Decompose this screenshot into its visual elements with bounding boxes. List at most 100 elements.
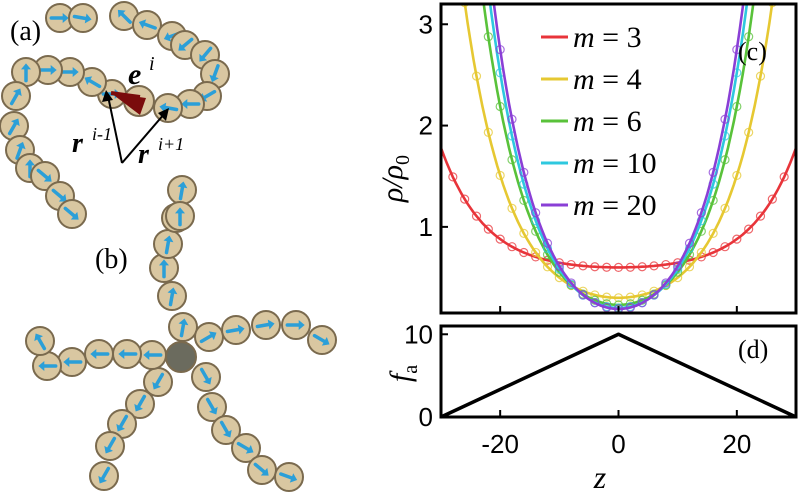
xtick-label: 20 (722, 429, 751, 459)
data-point (779, 172, 789, 182)
star-arm-bead (194, 322, 224, 352)
series-markers-m3 (448, 172, 789, 273)
data-point (720, 155, 730, 165)
data-point (767, 194, 777, 204)
data-point (684, 262, 695, 272)
legend-label-m10: m = 10 (573, 147, 657, 180)
arrow-head (116, 423, 125, 432)
legend-label-m20: m = 20 (573, 189, 657, 222)
arrow-shaft (9, 91, 20, 106)
panel-a-vectors: e i r i-1 r i+1 (72, 53, 184, 170)
data-point (613, 262, 624, 273)
star-arm-bead (143, 367, 173, 397)
arrow-shaft (154, 372, 165, 387)
data-point (507, 242, 517, 252)
arrow-head (223, 429, 232, 438)
arrow-head (118, 349, 125, 359)
data-point (578, 261, 588, 271)
arrow-shaft (168, 291, 175, 307)
arrow-shaft (120, 12, 132, 24)
xtick-label: -20 (481, 429, 519, 459)
chart-d-active-force: 0 10 -20 0 20 fa z (d) (384, 319, 798, 495)
star-arm-bead (247, 455, 277, 485)
e-vector-superscript: i (149, 53, 155, 75)
arrow-head (321, 337, 330, 346)
arrow-head (98, 475, 107, 484)
chart-c-label: (c) (738, 37, 767, 66)
arrow-head (167, 287, 178, 295)
r-next-vector (121, 112, 166, 164)
chain-a-bead (68, 3, 98, 33)
arrow-head (237, 324, 245, 335)
arrow-head (177, 181, 188, 189)
series-line-m4 (463, 4, 774, 300)
arrow-head (90, 349, 97, 359)
data-point (507, 114, 517, 124)
data-point (696, 247, 706, 258)
data-point (578, 290, 588, 300)
r-next-head (158, 108, 169, 121)
data-point (649, 261, 659, 271)
arrow-shaft (225, 327, 241, 334)
arrow-head (203, 376, 212, 385)
data-point (531, 208, 541, 218)
arrow-shaft (181, 37, 194, 49)
ytick-label: 2 (419, 111, 433, 141)
chain-a-bead (190, 40, 220, 70)
data-point (519, 167, 529, 177)
arrow-head (178, 318, 189, 326)
data-point (732, 44, 742, 55)
arrow-head (289, 473, 298, 483)
arrow-shaft (87, 78, 102, 89)
arrow-head (245, 445, 254, 454)
arrow-head (25, 159, 35, 166)
arrow-head (209, 406, 218, 415)
r-prev-superscript: i-1 (92, 124, 112, 144)
r-next-superscript: i+1 (158, 134, 184, 154)
arrow-shaft (100, 466, 111, 481)
arrow-head (72, 67, 79, 77)
data-point (507, 155, 517, 165)
arrow-shaft (51, 188, 64, 200)
arrow-head (298, 320, 305, 330)
data-point (649, 290, 659, 300)
data-point (732, 234, 742, 244)
arrow-shaft (236, 441, 251, 452)
arrow-shaft (199, 333, 214, 344)
arrow-shaft (279, 472, 294, 480)
data-point (495, 44, 505, 55)
data-point (744, 127, 754, 138)
data-point (566, 278, 576, 288)
star-arm-bead (231, 433, 261, 463)
star-arm-bead (274, 462, 304, 492)
arrow-shaft (15, 145, 23, 160)
data-point (602, 292, 612, 302)
arrow-shaft (118, 414, 129, 429)
data-point (590, 298, 600, 308)
star-arm-bead (221, 315, 251, 345)
r-prev-head (102, 90, 113, 102)
arrow-shaft (178, 185, 185, 201)
data-point (460, 4, 470, 8)
star-arm-bead (211, 415, 241, 445)
arrow-shaft (212, 64, 220, 79)
data-point (684, 238, 695, 248)
data-point (720, 114, 730, 124)
arrow-shaft (312, 333, 327, 344)
legend-label-m6: m = 6 (573, 105, 642, 138)
star-arm-bead (281, 310, 311, 340)
chain-a-bead (132, 10, 162, 40)
arrow-head (117, 9, 126, 18)
arrow-head (152, 381, 161, 390)
data-point (483, 127, 493, 138)
arrow-head (163, 32, 172, 42)
arrow-head (175, 207, 185, 214)
chain-a-bead (30, 161, 60, 191)
chart-d-xlabel: z (593, 459, 607, 495)
star-arm-bead (137, 340, 167, 370)
data-point (696, 208, 706, 218)
data-point (471, 71, 482, 81)
arrow-shaft (205, 397, 216, 412)
ytick-label: 0 (419, 402, 433, 432)
data-point (708, 167, 718, 177)
